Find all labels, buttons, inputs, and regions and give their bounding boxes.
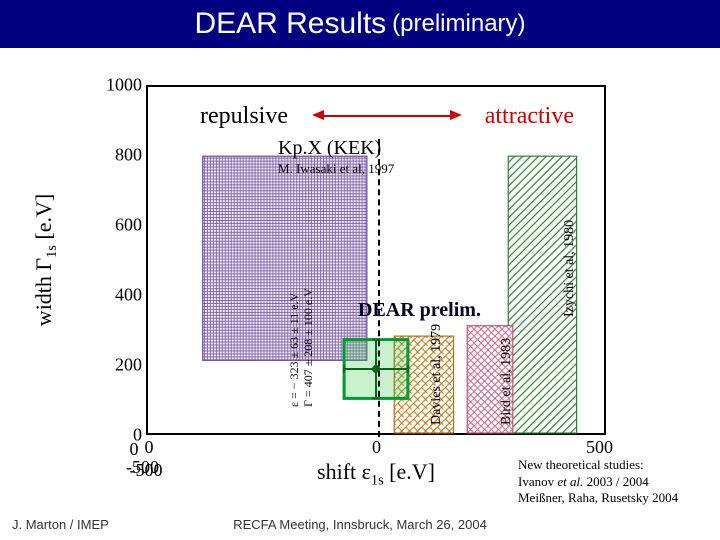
attractive-label: attractive xyxy=(485,103,574,130)
arrow-head-right xyxy=(450,110,462,120)
note-line2: Ivanov et al. 2003 / 2004 xyxy=(518,474,714,490)
repulsive-label: repulsive xyxy=(200,103,288,130)
arrow-head-left xyxy=(312,110,324,120)
ytick-1000: 1000 xyxy=(104,75,142,96)
xtick-500-label: 500 xyxy=(586,437,613,458)
title-sub: (preliminary) xyxy=(392,10,525,38)
note-line1: New theoretical studies: xyxy=(518,457,714,473)
xtick-neg500-label: -500 xyxy=(126,457,159,478)
footer-author: J. Marton / IMEP xyxy=(12,517,109,532)
ytick-600: 600 xyxy=(104,215,142,236)
eps-gamma-text: ε = − 323 ± 63 ± 11 e.VΓ = 407 ± 208 ± 1… xyxy=(288,288,316,407)
plot-frame: repulsive attractive Kp.X (KEK) M. Iwasa… xyxy=(146,85,606,435)
izychi-ref: Izychi et al, 1980 xyxy=(562,220,578,317)
note-line3: Meißner, Raha, Rusetsky 2004 xyxy=(518,490,714,506)
dear-label: DEAR prelim. xyxy=(358,299,481,322)
ytick-400: 400 xyxy=(104,285,142,306)
y-axis-label: width Γ1s [e.V] xyxy=(31,194,61,326)
footer-venue: RECFA Meeting, Innsbruck, March 26, 2004 xyxy=(233,517,487,532)
kek-box xyxy=(203,156,367,360)
theory-note: New theoretical studies: Ivanov et al. 2… xyxy=(518,457,714,506)
xtick-0-label: 0 xyxy=(372,437,381,458)
slide-title: DEAR Results (preliminary) xyxy=(0,0,720,48)
kek-label: Kp.X (KEK) xyxy=(278,137,381,160)
iwasaki-label: M. Iwasaki et al, 1997 xyxy=(278,161,394,177)
ytick-800: 800 xyxy=(104,145,142,166)
origin-0-label: 0 xyxy=(134,437,164,458)
davies-ref: Davies et al, 1979 xyxy=(429,324,445,425)
ytick-200: 200 xyxy=(104,355,142,376)
x-axis-label: shift ε1s [e.V] xyxy=(317,459,435,489)
zero-dashed-line xyxy=(378,139,380,437)
bird-ref: Bird et al, 1983 xyxy=(499,338,515,425)
chart-stage: 0 200 400 600 800 1000 width Γ1s [e.V] 0… xyxy=(86,85,646,465)
title-main: DEAR Results xyxy=(194,7,386,41)
arrow-line xyxy=(322,115,452,117)
